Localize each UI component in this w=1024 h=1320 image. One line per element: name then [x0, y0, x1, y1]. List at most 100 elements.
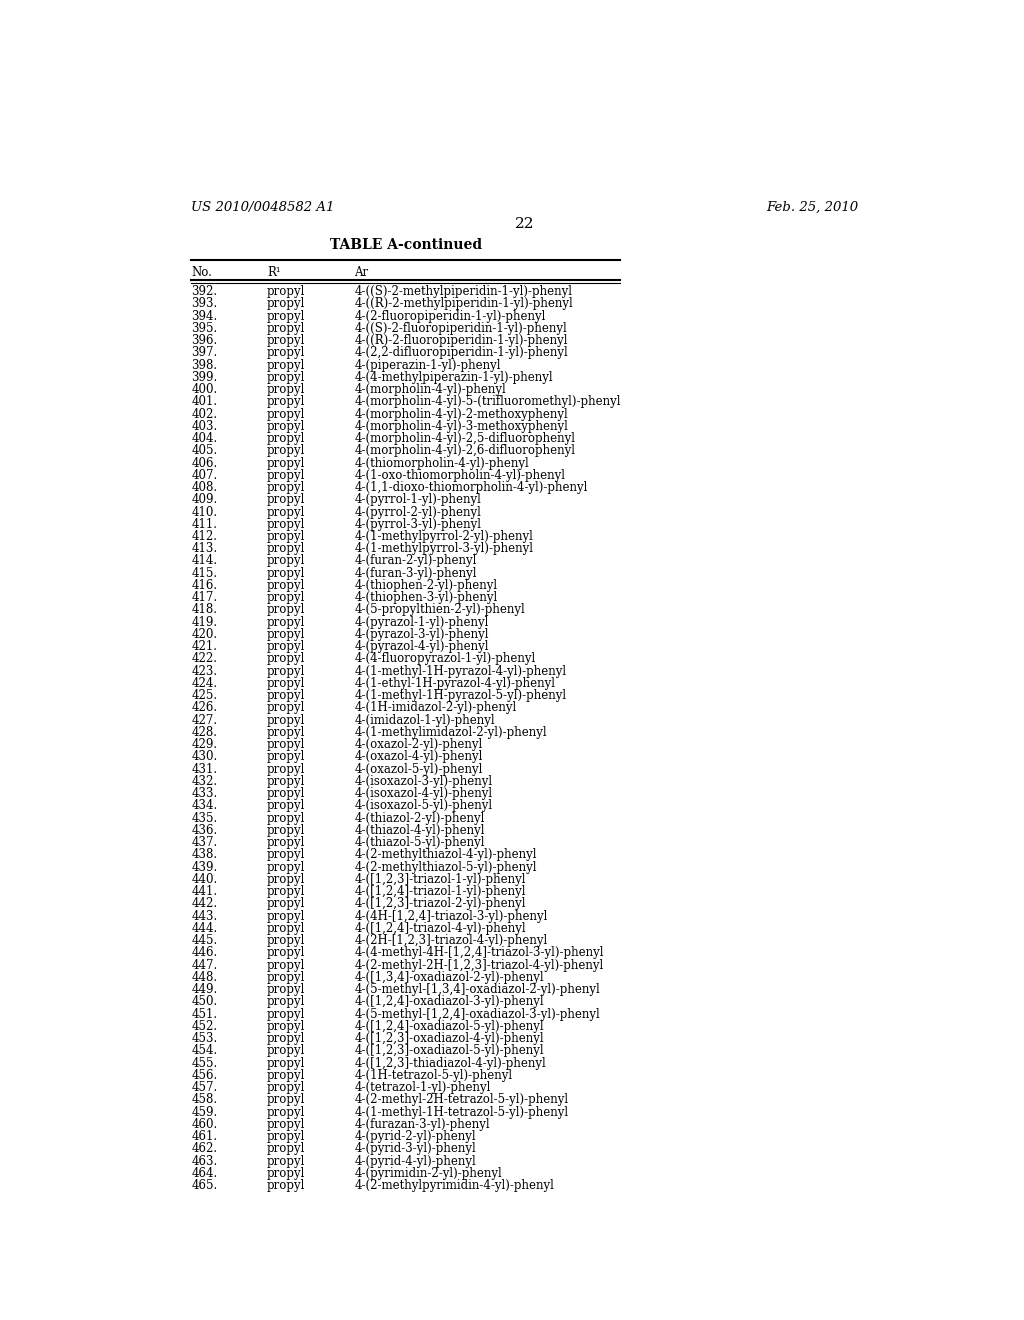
Text: propyl: propyl — [267, 1093, 305, 1106]
Text: 4-(thiomorpholin-4-yl)-phenyl: 4-(thiomorpholin-4-yl)-phenyl — [354, 457, 529, 470]
Text: propyl: propyl — [267, 640, 305, 653]
Text: propyl: propyl — [267, 1081, 305, 1094]
Text: 417.: 417. — [191, 591, 218, 605]
Text: propyl: propyl — [267, 310, 305, 322]
Text: propyl: propyl — [267, 1032, 305, 1045]
Text: 4-(tetrazol-1-yl)-phenyl: 4-(tetrazol-1-yl)-phenyl — [354, 1081, 490, 1094]
Text: propyl: propyl — [267, 579, 305, 591]
Text: 451.: 451. — [191, 1007, 218, 1020]
Text: 407.: 407. — [191, 469, 218, 482]
Text: propyl: propyl — [267, 886, 305, 898]
Text: propyl: propyl — [267, 506, 305, 519]
Text: 4-(morpholin-4-yl)-2,5-difluorophenyl: 4-(morpholin-4-yl)-2,5-difluorophenyl — [354, 432, 575, 445]
Text: propyl: propyl — [267, 1106, 305, 1118]
Text: 435.: 435. — [191, 812, 218, 825]
Text: 4-(pyrid-3-yl)-phenyl: 4-(pyrid-3-yl)-phenyl — [354, 1142, 476, 1155]
Text: 403.: 403. — [191, 420, 218, 433]
Text: 401.: 401. — [191, 395, 218, 408]
Text: 393.: 393. — [191, 297, 218, 310]
Text: 461.: 461. — [191, 1130, 218, 1143]
Text: 4-(1-oxo-thiomorpholin-4-yl)-phenyl: 4-(1-oxo-thiomorpholin-4-yl)-phenyl — [354, 469, 565, 482]
Text: propyl: propyl — [267, 849, 305, 862]
Text: 4-(2-methylthiazol-4-yl)-phenyl: 4-(2-methylthiazol-4-yl)-phenyl — [354, 849, 537, 862]
Text: 445.: 445. — [191, 935, 218, 948]
Text: 4-(2-methylthiazol-5-yl)-phenyl: 4-(2-methylthiazol-5-yl)-phenyl — [354, 861, 537, 874]
Text: propyl: propyl — [267, 800, 305, 812]
Text: 4-(piperazin-1-yl)-phenyl: 4-(piperazin-1-yl)-phenyl — [354, 359, 501, 371]
Text: 411.: 411. — [191, 517, 217, 531]
Text: propyl: propyl — [267, 812, 305, 825]
Text: TABLE A-continued: TABLE A-continued — [330, 238, 482, 252]
Text: propyl: propyl — [267, 972, 305, 983]
Text: 448.: 448. — [191, 972, 218, 983]
Text: 4-(1-methyl-1H-pyrazol-5-yl)-phenyl: 4-(1-methyl-1H-pyrazol-5-yl)-phenyl — [354, 689, 566, 702]
Text: 4-(pyrazol-1-yl)-phenyl: 4-(pyrazol-1-yl)-phenyl — [354, 615, 488, 628]
Text: 4-(pyrid-2-yl)-phenyl: 4-(pyrid-2-yl)-phenyl — [354, 1130, 476, 1143]
Text: propyl: propyl — [267, 480, 305, 494]
Text: 458.: 458. — [191, 1093, 218, 1106]
Text: 392.: 392. — [191, 285, 218, 298]
Text: propyl: propyl — [267, 1056, 305, 1069]
Text: 424.: 424. — [191, 677, 218, 690]
Text: 430.: 430. — [191, 751, 218, 763]
Text: 4-(2-fluoropiperidin-1-yl)-phenyl: 4-(2-fluoropiperidin-1-yl)-phenyl — [354, 310, 546, 322]
Text: propyl: propyl — [267, 909, 305, 923]
Text: propyl: propyl — [267, 1118, 305, 1131]
Text: 4-(1-methyl-1H-tetrazol-5-yl)-phenyl: 4-(1-methyl-1H-tetrazol-5-yl)-phenyl — [354, 1106, 568, 1118]
Text: 4-(1-methylpyrrol-2-yl)-phenyl: 4-(1-methylpyrrol-2-yl)-phenyl — [354, 531, 534, 543]
Text: 4-(2-methyl-2H-[1,2,3]-triazol-4-yl)-phenyl: 4-(2-methyl-2H-[1,2,3]-triazol-4-yl)-phe… — [354, 958, 603, 972]
Text: 397.: 397. — [191, 346, 218, 359]
Text: 429.: 429. — [191, 738, 218, 751]
Text: 22: 22 — [515, 218, 535, 231]
Text: propyl: propyl — [267, 445, 305, 457]
Text: 454.: 454. — [191, 1044, 218, 1057]
Text: propyl: propyl — [267, 408, 305, 421]
Text: 4-([1,2,4]-oxadiazol-5-yl)-phenyl: 4-([1,2,4]-oxadiazol-5-yl)-phenyl — [354, 1020, 544, 1034]
Text: propyl: propyl — [267, 763, 305, 776]
Text: 432.: 432. — [191, 775, 218, 788]
Text: 414.: 414. — [191, 554, 218, 568]
Text: 4-(5-propylthien-2-yl)-phenyl: 4-(5-propylthien-2-yl)-phenyl — [354, 603, 525, 616]
Text: 439.: 439. — [191, 861, 218, 874]
Text: 456.: 456. — [191, 1069, 218, 1082]
Text: 4-(morpholin-4-yl)-2,6-difluorophenyl: 4-(morpholin-4-yl)-2,6-difluorophenyl — [354, 445, 575, 457]
Text: 4-([1,3,4]-oxadiazol-2-yl)-phenyl: 4-([1,3,4]-oxadiazol-2-yl)-phenyl — [354, 972, 544, 983]
Text: propyl: propyl — [267, 1069, 305, 1082]
Text: propyl: propyl — [267, 371, 305, 384]
Text: 396.: 396. — [191, 334, 218, 347]
Text: 4-(thiazol-4-yl)-phenyl: 4-(thiazol-4-yl)-phenyl — [354, 824, 484, 837]
Text: 409.: 409. — [191, 494, 218, 507]
Text: 447.: 447. — [191, 958, 218, 972]
Text: 4-(pyrrol-2-yl)-phenyl: 4-(pyrrol-2-yl)-phenyl — [354, 506, 481, 519]
Text: propyl: propyl — [267, 689, 305, 702]
Text: propyl: propyl — [267, 958, 305, 972]
Text: 425.: 425. — [191, 689, 218, 702]
Text: propyl: propyl — [267, 469, 305, 482]
Text: 4-(pyrrol-1-yl)-phenyl: 4-(pyrrol-1-yl)-phenyl — [354, 494, 481, 507]
Text: propyl: propyl — [267, 652, 305, 665]
Text: 4-(pyrazol-3-yl)-phenyl: 4-(pyrazol-3-yl)-phenyl — [354, 628, 488, 642]
Text: 463.: 463. — [191, 1155, 218, 1168]
Text: 436.: 436. — [191, 824, 218, 837]
Text: propyl: propyl — [267, 921, 305, 935]
Text: propyl: propyl — [267, 1007, 305, 1020]
Text: 418.: 418. — [191, 603, 217, 616]
Text: 398.: 398. — [191, 359, 218, 371]
Text: 457.: 457. — [191, 1081, 218, 1094]
Text: 4-([1,2,4]-oxadiazol-3-yl)-phenyl: 4-([1,2,4]-oxadiazol-3-yl)-phenyl — [354, 995, 544, 1008]
Text: propyl: propyl — [267, 751, 305, 763]
Text: 4-(2-methylpyrimidin-4-yl)-phenyl: 4-(2-methylpyrimidin-4-yl)-phenyl — [354, 1179, 554, 1192]
Text: 4-((R)-2-fluoropiperidin-1-yl)-phenyl: 4-((R)-2-fluoropiperidin-1-yl)-phenyl — [354, 334, 567, 347]
Text: 420.: 420. — [191, 628, 218, 642]
Text: propyl: propyl — [267, 665, 305, 677]
Text: 437.: 437. — [191, 836, 218, 849]
Text: 4-([1,2,4]-triazol-4-yl)-phenyl: 4-([1,2,4]-triazol-4-yl)-phenyl — [354, 921, 525, 935]
Text: 4-(1-methylpyrrol-3-yl)-phenyl: 4-(1-methylpyrrol-3-yl)-phenyl — [354, 543, 534, 556]
Text: 433.: 433. — [191, 787, 218, 800]
Text: 400.: 400. — [191, 383, 218, 396]
Text: 416.: 416. — [191, 579, 218, 591]
Text: propyl: propyl — [267, 738, 305, 751]
Text: propyl: propyl — [267, 615, 305, 628]
Text: 4-(2,2-difluoropiperidin-1-yl)-phenyl: 4-(2,2-difluoropiperidin-1-yl)-phenyl — [354, 346, 568, 359]
Text: propyl: propyl — [267, 334, 305, 347]
